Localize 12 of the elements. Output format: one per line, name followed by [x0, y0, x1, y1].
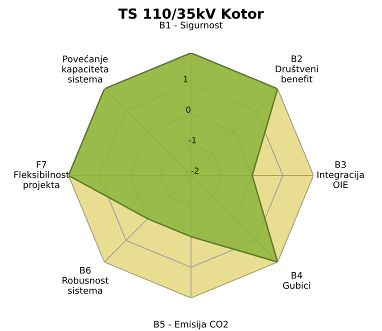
spoke-label: B4 Gubici — [283, 272, 310, 289]
spoke-label: B3 Integracija OIE — [317, 161, 364, 188]
y-tick-label: 1 — [184, 76, 188, 82]
spoke-label: B5 - Emisija CO2 — [154, 320, 228, 330]
y-tick-label: -2 — [191, 168, 198, 174]
spoke-label: B2 Društveni benefit — [276, 55, 318, 82]
y-tick-label: 0 — [186, 106, 190, 113]
chart-title: TS 110/35kV Kotor — [118, 8, 264, 20]
y-tick-label: -1 — [188, 137, 196, 144]
spoke-label: Povećanje kapaciteta sistema — [62, 55, 108, 83]
spoke-label: B1 - Sigurnost — [160, 22, 223, 30]
spoke-label: B6 Robusnost sistema — [62, 266, 109, 294]
